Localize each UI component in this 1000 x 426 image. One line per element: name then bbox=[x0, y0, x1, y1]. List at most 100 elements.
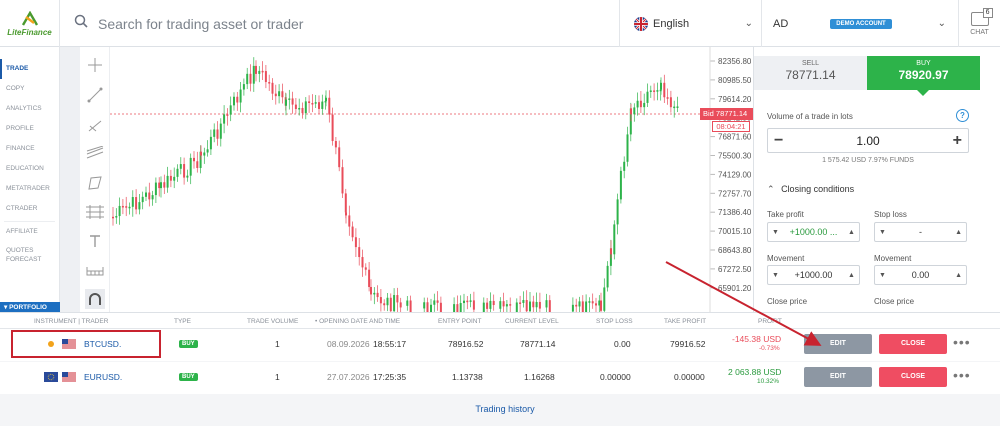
language-label: English bbox=[653, 17, 690, 30]
fibonacci-icon[interactable] bbox=[85, 202, 105, 222]
candle bbox=[499, 301, 502, 309]
chevron-up-icon: ▲ bbox=[955, 271, 962, 279]
position-symbol[interactable]: EURUSD. bbox=[84, 372, 123, 382]
trading-history-link[interactable]: Trading history bbox=[475, 404, 535, 414]
candle bbox=[656, 90, 659, 92]
edit-button[interactable]: EDIT bbox=[804, 334, 872, 354]
logo-icon bbox=[21, 10, 39, 27]
col-entry[interactable]: ENTRY POINT bbox=[438, 318, 482, 325]
sidebar-item-finance[interactable]: FINANCE bbox=[6, 145, 35, 152]
close-position-button[interactable]: CLOSE bbox=[879, 367, 947, 387]
candle bbox=[288, 98, 291, 100]
buy-button[interactable]: BUY 78920.97 bbox=[867, 56, 980, 96]
price-axis-label: 74129.00 bbox=[718, 170, 752, 179]
col-opened[interactable]: • OPENING DATE AND TIME bbox=[315, 318, 401, 325]
stop-loss-select[interactable]: ▼ - ▲ bbox=[874, 222, 967, 242]
col-take-profit[interactable]: TAKE PROFIT bbox=[664, 318, 707, 325]
candle bbox=[358, 247, 361, 258]
candle bbox=[308, 101, 311, 104]
polygon-icon[interactable] bbox=[85, 173, 105, 193]
candle bbox=[196, 161, 199, 168]
candle bbox=[249, 73, 252, 84]
candle bbox=[145, 192, 147, 197]
price-axis-label: 67272.50 bbox=[718, 265, 752, 274]
close-position-button[interactable]: CLOSE bbox=[879, 334, 947, 354]
position-stop-loss: 0.00 bbox=[614, 339, 631, 349]
col-profit[interactable]: PROFIT bbox=[758, 318, 782, 325]
search-input[interactable] bbox=[98, 15, 568, 32]
account-selector[interactable]: AD DEMO ACCOUNT ⌄ bbox=[763, 0, 958, 47]
help-icon[interactable]: ? bbox=[956, 109, 969, 122]
candle bbox=[643, 102, 646, 108]
candle bbox=[285, 99, 287, 106]
chevron-up-icon: ▲ bbox=[955, 228, 962, 236]
volume-input[interactable]: 1.00 bbox=[856, 133, 880, 148]
ruler-icon[interactable] bbox=[85, 260, 105, 280]
sidebar-item-profile[interactable]: PROFILE bbox=[6, 125, 34, 132]
candle bbox=[344, 193, 347, 213]
magnet-icon[interactable] bbox=[85, 289, 105, 309]
increase-volume-button[interactable]: + bbox=[952, 131, 962, 149]
sidebar-item-education[interactable]: EDUCATION bbox=[6, 165, 44, 172]
sidebar-item-analytics[interactable]: ANALYTICS bbox=[6, 105, 42, 112]
chat-button[interactable]: 6 CHAT bbox=[958, 0, 1000, 47]
position-volume: 1 bbox=[275, 372, 280, 382]
position-symbol[interactable]: BTCUSD. bbox=[84, 339, 122, 349]
col-instrument[interactable]: INSTRUMENT | TRADER bbox=[34, 318, 109, 325]
chat-label: CHAT bbox=[970, 28, 989, 36]
channel-icon[interactable] bbox=[85, 143, 105, 163]
take-profit-value: +1000.00 ... bbox=[789, 227, 838, 237]
candle bbox=[213, 129, 216, 137]
position-row[interactable]: BTCUSD. BUY 1 08.09.2026 18:55:17 78916.… bbox=[0, 329, 1000, 361]
candle bbox=[183, 164, 186, 178]
sidebar-item-ctrader[interactable]: CTRADER bbox=[6, 205, 38, 212]
candle bbox=[545, 300, 548, 308]
col-volume[interactable]: TRADE VOLUME bbox=[247, 318, 299, 325]
edit-button[interactable]: EDIT bbox=[804, 367, 872, 387]
language-selector[interactable]: English ⌄ bbox=[620, 0, 762, 47]
candle bbox=[345, 212, 347, 216]
ray-icon[interactable] bbox=[85, 115, 105, 135]
candle bbox=[261, 70, 264, 73]
price-chart[interactable]: 82356.8080985.5079614.2078242.9076871.60… bbox=[110, 47, 753, 312]
movement-tp-stepper[interactable]: ▼ +1000.00 ▲ bbox=[767, 265, 860, 285]
chevron-up-icon: ▲ bbox=[848, 228, 855, 236]
sidebar-item-trade[interactable]: TRADE bbox=[0, 59, 59, 79]
candle bbox=[575, 304, 578, 307]
candle bbox=[409, 300, 412, 312]
portfolio-toggle[interactable]: ▾ PORTFOLIO bbox=[0, 302, 60, 314]
col-current[interactable]: CURRENT LEVEL bbox=[505, 318, 559, 325]
decrease-volume-button[interactable]: − bbox=[774, 131, 784, 149]
more-options-icon[interactable]: ••• bbox=[953, 334, 971, 350]
take-profit-select[interactable]: ▼ +1000.00 ... ▲ bbox=[767, 222, 860, 242]
sidebar-item-affiliate[interactable]: AFFILIATE bbox=[6, 228, 38, 235]
candle bbox=[160, 182, 162, 189]
position-take-profit: 0.00000 bbox=[674, 372, 705, 382]
candle bbox=[466, 300, 469, 303]
col-stop-loss[interactable]: STOP LOSS bbox=[596, 318, 633, 325]
trend-line-icon[interactable] bbox=[85, 85, 105, 105]
sell-button[interactable]: SELL 78771.14 bbox=[754, 56, 867, 90]
col-type[interactable]: TYPE bbox=[174, 318, 191, 325]
more-options-icon[interactable]: ••• bbox=[953, 367, 971, 383]
logo[interactable]: LiteFinance bbox=[0, 0, 60, 47]
sidebar-item-metatrader[interactable]: METATRADER bbox=[6, 185, 50, 192]
crosshair-icon[interactable] bbox=[85, 55, 105, 75]
movement-sl-stepper[interactable]: ▼ 0.00 ▲ bbox=[874, 265, 967, 285]
candle bbox=[294, 104, 297, 110]
search-bar[interactable] bbox=[60, 0, 620, 47]
candle bbox=[239, 89, 242, 103]
candle bbox=[519, 302, 522, 304]
stop-loss-value: - bbox=[919, 227, 922, 237]
sidebar-item-quotes-forecast[interactable]: QUOTES FORECAST bbox=[0, 242, 59, 264]
sidebar-item-copy[interactable]: COPY bbox=[6, 85, 25, 92]
bid-price-label: Bid 78771.14 bbox=[700, 108, 753, 120]
text-icon[interactable] bbox=[85, 231, 105, 251]
candle bbox=[492, 300, 495, 306]
candle bbox=[229, 105, 232, 115]
closing-conditions-toggle[interactable]: ⌃ Closing conditions bbox=[767, 184, 854, 195]
position-date: 08.09.2026 bbox=[327, 339, 370, 349]
candle bbox=[314, 102, 317, 104]
candle bbox=[532, 301, 535, 308]
position-row[interactable]: EURUSD. BUY 1 27.07.2026 17:25:35 1.1373… bbox=[0, 362, 1000, 394]
